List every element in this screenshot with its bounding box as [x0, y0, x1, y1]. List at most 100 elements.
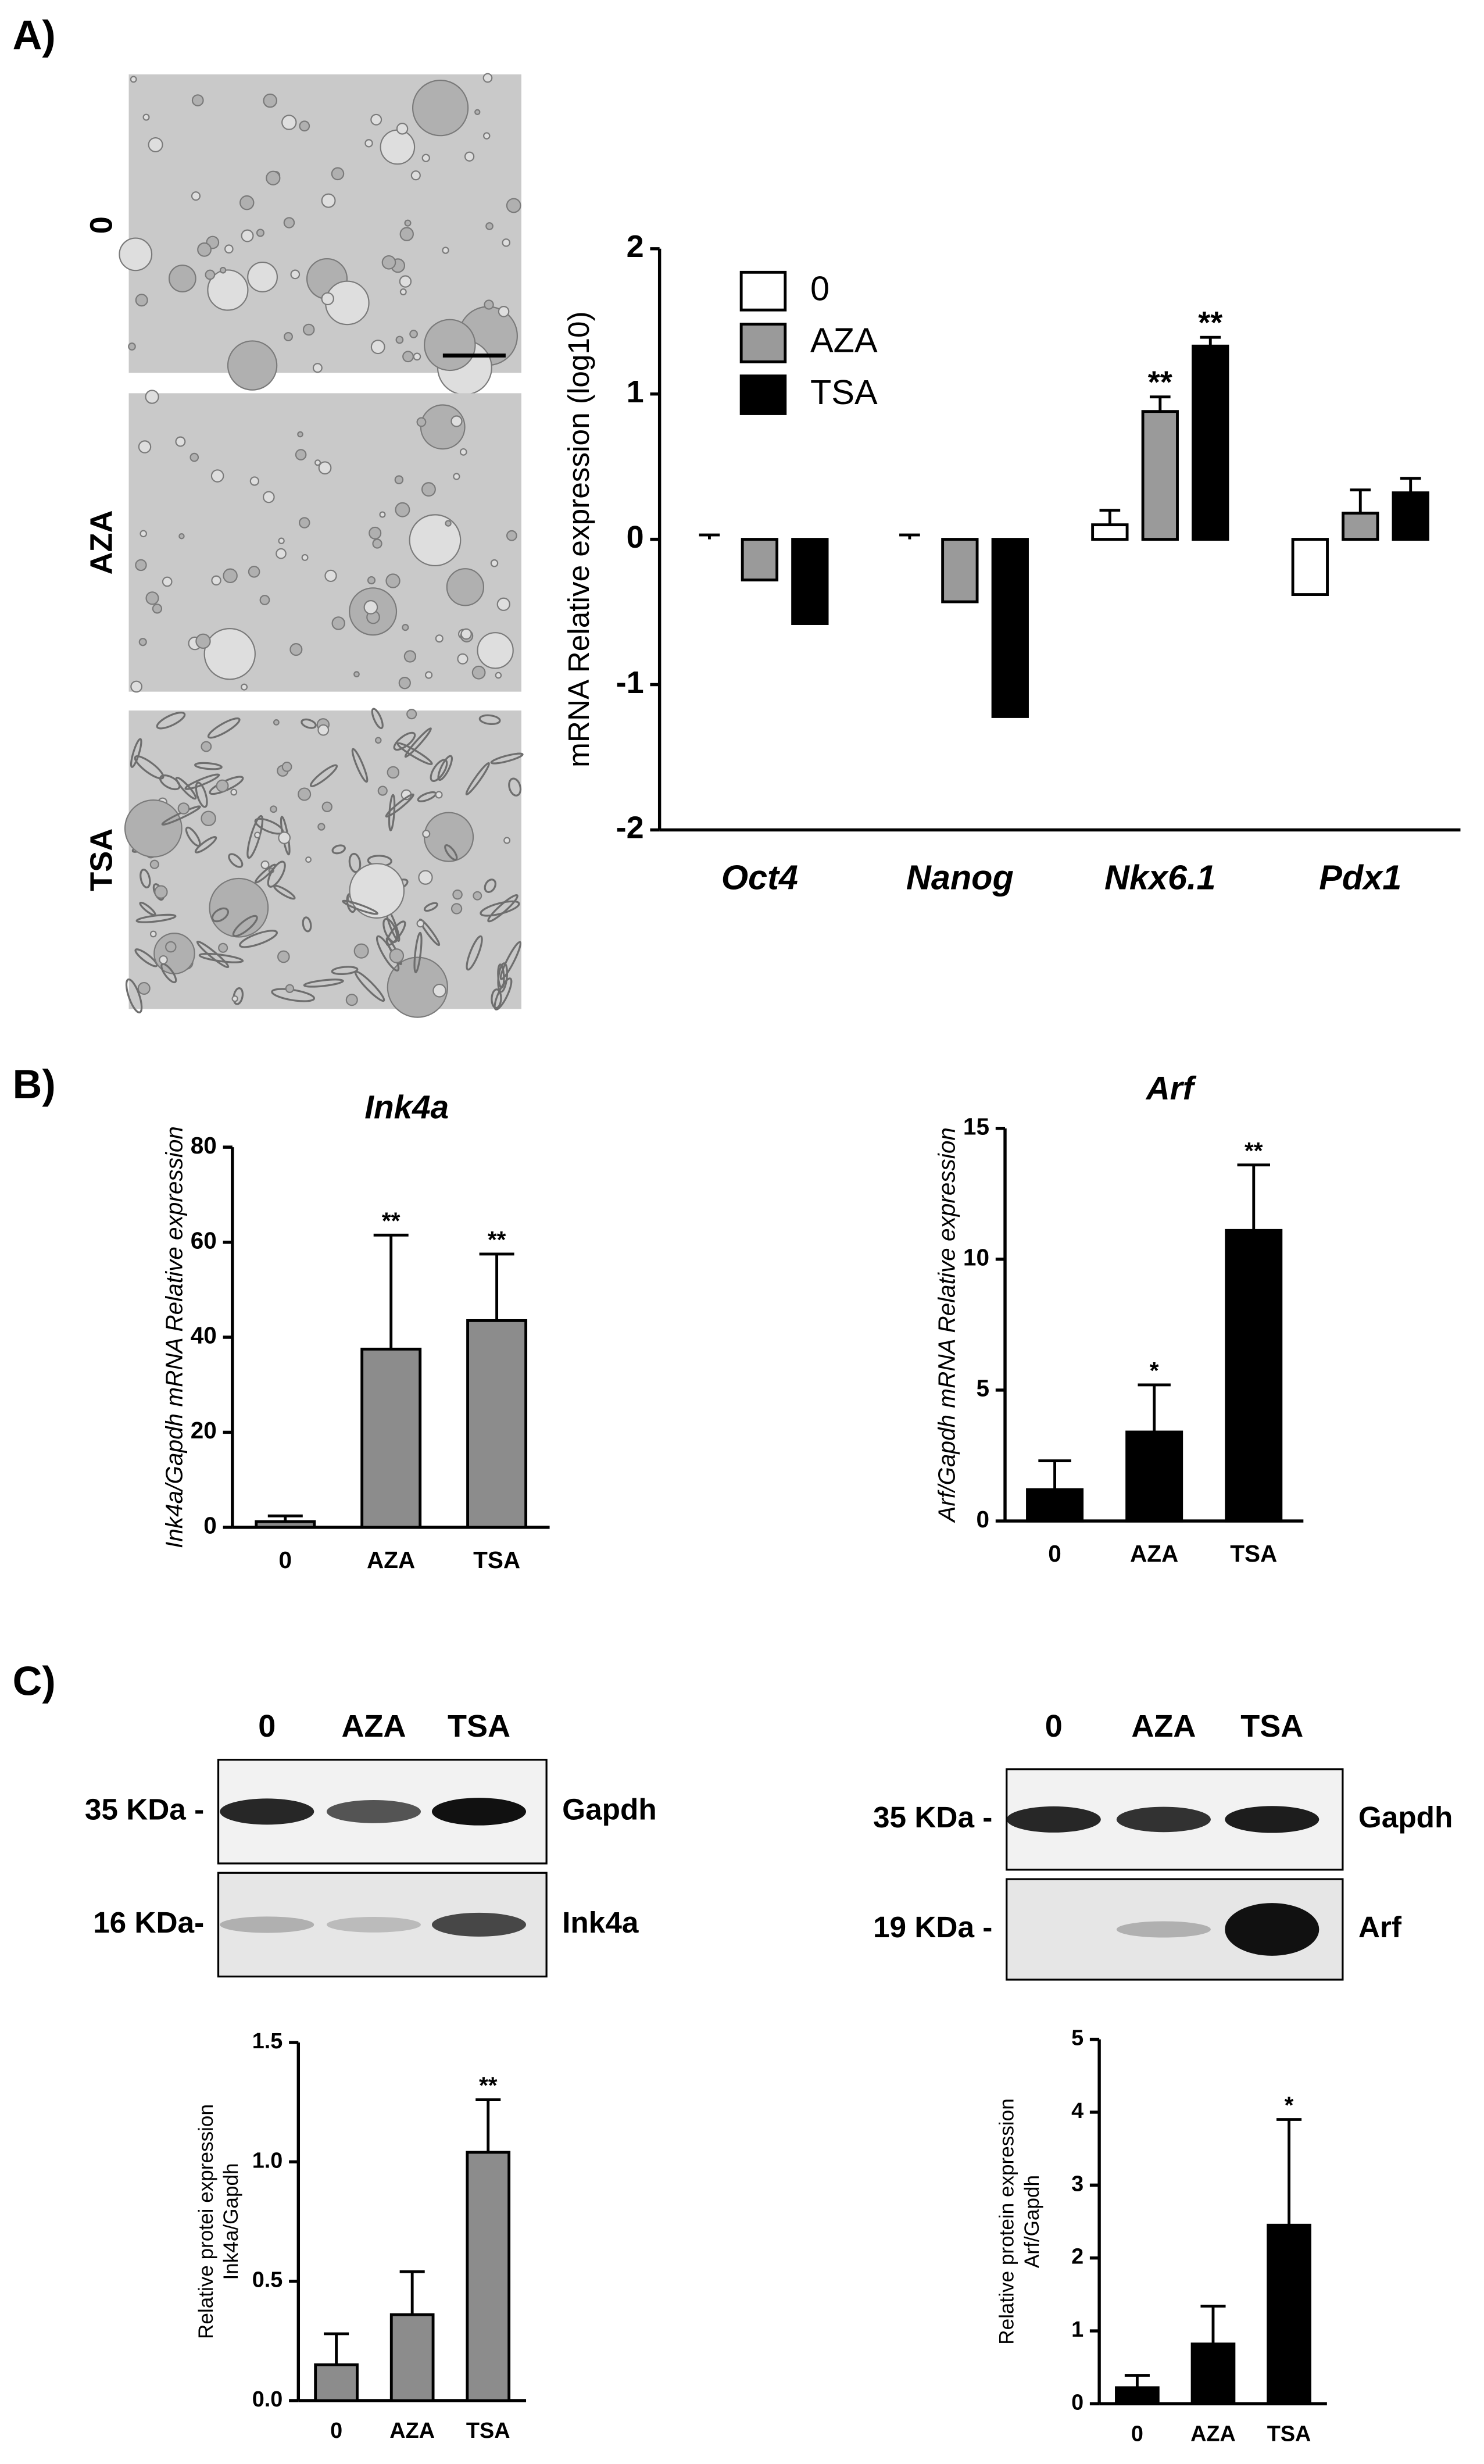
cell	[385, 793, 414, 818]
cell	[387, 766, 400, 779]
cell	[495, 672, 502, 679]
x-tick-label: Pdx1	[1319, 858, 1401, 897]
significance-label: *	[1285, 2092, 1294, 2119]
cell	[380, 129, 416, 165]
cell	[381, 255, 396, 270]
cell	[459, 448, 467, 456]
cell	[345, 994, 358, 1006]
bar	[1091, 523, 1129, 541]
cell	[205, 269, 216, 280]
cell	[209, 877, 269, 938]
lane-label: 0	[1045, 1709, 1063, 1744]
cell	[393, 731, 416, 751]
bar	[466, 1319, 528, 1529]
bar	[1342, 512, 1379, 541]
cell	[298, 787, 312, 801]
cell	[460, 628, 472, 640]
bar	[1225, 1229, 1283, 1523]
cell	[162, 576, 173, 587]
micrograph	[124, 708, 524, 1018]
panel-label: A)	[13, 12, 56, 58]
y-tick-label: 10	[963, 1244, 989, 1271]
cell	[119, 237, 153, 272]
cell	[424, 671, 433, 679]
cell	[389, 948, 405, 963]
panel-label: C)	[13, 1658, 56, 1704]
bar	[1125, 1430, 1183, 1523]
micrograph-label: 0	[84, 216, 119, 234]
bar	[314, 2363, 359, 2402]
cell	[385, 573, 400, 588]
x-tick-label: TSA	[473, 1547, 520, 1573]
legend-label: TSA	[810, 373, 878, 412]
cell	[135, 294, 148, 307]
y-tick-label: 0	[627, 520, 644, 555]
marker-label: 35 KDa -	[85, 1792, 204, 1826]
cell	[165, 941, 177, 953]
y-tick-label: 20	[191, 1417, 217, 1444]
cell	[137, 982, 151, 995]
cell	[402, 624, 409, 631]
y-axis-label: Ink4a/Gapdh	[220, 2163, 242, 2280]
bar	[791, 538, 829, 625]
cell	[184, 773, 220, 790]
lane-label: AZA	[341, 1709, 406, 1744]
cell	[342, 899, 378, 915]
x-tick-label: 0	[330, 2419, 342, 2443]
cell	[331, 844, 346, 855]
cell	[216, 779, 229, 792]
cell	[420, 404, 466, 450]
x-tick-label: TSA	[466, 2419, 510, 2443]
y-tick-label: 1.5	[252, 2029, 283, 2054]
cell	[297, 431, 303, 438]
cell	[324, 569, 337, 583]
cell	[302, 323, 315, 336]
blot-band	[1116, 1806, 1211, 1833]
cell	[159, 774, 181, 791]
cell	[211, 575, 221, 586]
bar	[991, 538, 1029, 718]
cell	[442, 247, 449, 254]
cell	[124, 799, 183, 858]
cell	[490, 559, 499, 567]
cell	[432, 983, 446, 998]
x-tick-label: TSA	[1267, 2422, 1311, 2446]
cell	[207, 717, 241, 739]
y-tick-label: 1.0	[252, 2148, 283, 2173]
cell	[263, 93, 277, 108]
cell	[490, 752, 524, 765]
y-axis-label: mRNA Relative expression (log10)	[562, 311, 595, 767]
x-tick-label: Nkx6.1	[1104, 858, 1216, 897]
cell	[466, 935, 483, 971]
significance-label: **	[382, 1207, 400, 1234]
cell	[227, 340, 278, 391]
cell	[421, 482, 436, 497]
cell	[413, 352, 421, 361]
cell	[277, 950, 290, 963]
panel-label: B)	[13, 1061, 56, 1107]
micrograph-label: TSA	[84, 829, 119, 891]
cell	[231, 995, 238, 1002]
y-tick-label: 5	[1071, 2026, 1084, 2051]
x-tick-label: 0	[279, 1547, 292, 1573]
blot-band	[431, 1912, 527, 1937]
cell	[301, 553, 309, 561]
cell	[290, 269, 301, 280]
cell	[154, 885, 168, 899]
blot-band	[220, 1798, 314, 1825]
cell	[331, 966, 359, 976]
cell	[295, 449, 307, 460]
significance-label: **	[1148, 365, 1172, 399]
significance-label: *	[1150, 1357, 1159, 1384]
cell	[249, 476, 259, 486]
chart-title: Arf	[1145, 1070, 1197, 1107]
bar	[1141, 410, 1179, 541]
cell	[372, 538, 382, 549]
cell	[281, 115, 297, 130]
cell	[142, 113, 150, 121]
cell	[354, 970, 385, 1002]
cell	[207, 269, 249, 311]
x-tick-label: AZA	[367, 1547, 415, 1573]
cell	[211, 907, 230, 923]
bar	[255, 1520, 316, 1529]
